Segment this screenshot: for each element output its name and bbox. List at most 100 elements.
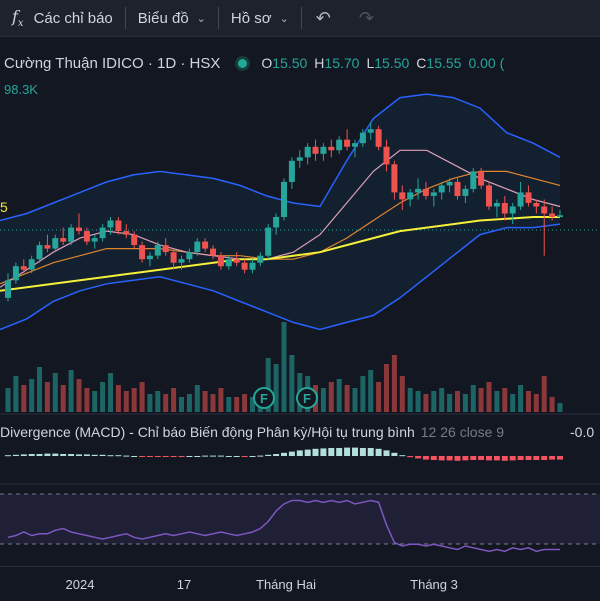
undo-icon[interactable]: ↶ [315,7,331,28]
volume-bar [391,355,397,412]
macd-histogram-bar [28,454,35,456]
volume-bar [84,388,90,412]
candle-body [91,238,98,242]
volume-bar [226,397,232,412]
change-value: 0.00 ( [468,55,505,71]
macd-histogram-bar [549,456,556,460]
volume-bar [265,358,271,412]
volume-bar [368,370,374,412]
macd-histogram-bar [281,452,287,456]
volume-bar [352,388,358,412]
chevron-down-icon: ⌄ [279,12,289,25]
volume-bar [44,382,50,412]
macd-histogram-bar [146,456,153,457]
candle-body [509,206,516,214]
volume-bar [60,385,66,412]
macd-histogram-bar [352,447,358,456]
volume-bar [242,394,248,412]
candle-body [462,188,469,196]
candle-body [154,245,161,256]
volume-bar [139,382,145,412]
volume-bar [131,388,137,412]
volume-bar [518,385,524,412]
volume-bar [68,370,74,412]
bollinger-lower-line [0,223,561,331]
macd-histogram-bar [99,454,106,456]
volume-bar [336,379,342,412]
macd-histogram-bar [83,454,90,456]
volume-bar [376,382,382,412]
candle-body [170,252,177,263]
bollinger-upper-line [0,93,561,222]
macd-histogram-bar [76,454,82,456]
profile-label: Hồ sơ [230,9,272,27]
redo-icon[interactable]: ↷ [358,7,374,28]
macd-legend[interactable]: Divergence (MACD) - Chỉ báo Biến động Ph… [0,424,504,440]
macd-histogram-bar [273,454,280,456]
x-tick-label: Tháng 3 [410,577,458,592]
macd-label: Divergence (MACD) - Chỉ báo Biến động Ph… [0,424,415,440]
candle-body [352,143,358,147]
candle-body [446,181,453,186]
chevron-down-icon: ⌄ [196,12,206,25]
macd-histogram-bar [68,454,75,456]
low-value: L15.50 [366,55,410,71]
candle-body [28,259,35,270]
chart-type-label: Biểu đồ [137,9,189,27]
time-axis[interactable]: 2024 17 Tháng Hai Tháng 3 [0,566,600,601]
candle-body [422,188,429,196]
macd-histogram-bar [139,456,146,457]
candle-body [241,262,248,270]
earnings-marker-circle [253,387,275,409]
volume-bar [5,388,11,412]
macd-histogram-bar [20,454,27,456]
high-value: H15.70 [314,55,360,71]
indicators-button[interactable]: fx Các chỉ báo [0,0,125,36]
volume-bar [328,382,334,412]
volume-bar [234,397,240,412]
volume-bar [470,385,476,412]
x-tick-label: Tháng Hai [256,577,316,592]
candle-body [60,238,67,242]
candle-body [83,231,90,242]
macd-histogram-bar [131,456,138,457]
volume-bar [510,394,516,412]
candle-body [68,227,75,242]
macd-histogram-bar [170,456,177,457]
volume-bar [384,364,389,412]
volume-bar [399,376,405,412]
bollinger-fill [0,94,560,330]
candle-body [139,245,146,260]
price-line-label: 5 [0,199,8,215]
candle-body [312,146,319,154]
volume-bar [344,385,350,412]
macd-histogram-bar [154,456,161,457]
volume-bar [163,394,169,412]
macd-histogram-bar [115,455,122,457]
macd-histogram-bar [186,456,193,457]
candle-body [186,252,193,260]
macd-histogram-bar [265,454,272,456]
profile-button[interactable]: Hồ sơ ⌄ [219,0,301,36]
chart-type-button[interactable]: Biểu đồ ⌄ [126,0,218,36]
macd-histogram-bar [217,455,224,457]
toolbar-divider [124,7,126,29]
volume-bar [415,391,421,412]
top-toolbar: fx Các chỉ báo Biểu đồ ⌄ Hồ sơ ⌄ ↶ ↷ [0,0,600,37]
earnings-marker-label: F [303,391,311,406]
candle-body [76,227,82,232]
macd-histogram-bar [391,452,398,456]
symbol-title[interactable]: Cường Thuận IDICO · 1D · HSX [4,54,221,72]
open-value: O15.50 [261,55,308,71]
macd-histogram-bar [375,448,382,456]
volume-bar [115,385,121,412]
macd-histogram-bar [438,456,445,461]
candle-body [478,171,485,186]
volume-bar [186,394,192,412]
macd-histogram-bar [44,453,51,456]
fx-icon: fx [12,6,24,30]
macd-histogram-bar [470,456,477,460]
macd-histogram-bar [383,450,390,456]
candle-body [415,188,422,193]
